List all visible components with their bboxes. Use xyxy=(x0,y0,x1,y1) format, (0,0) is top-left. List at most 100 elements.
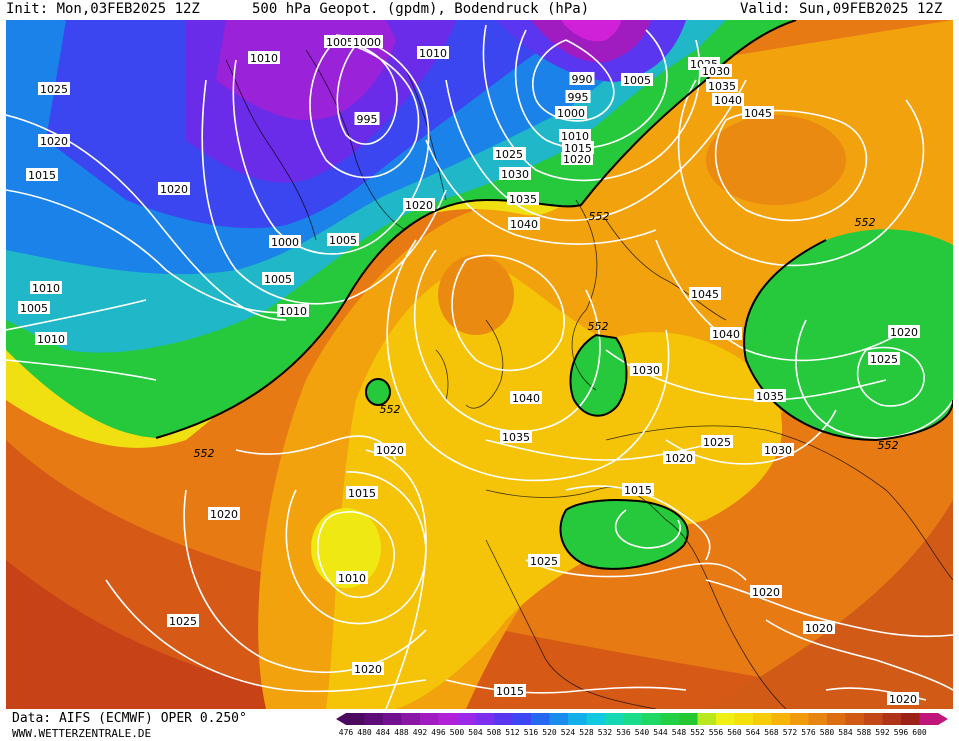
legend-label: 536 xyxy=(616,728,631,737)
isobar-label: 1005 xyxy=(621,73,653,87)
isobar-label: 1030 xyxy=(762,443,794,457)
svg-text:1045: 1045 xyxy=(691,288,719,301)
legend-swatch xyxy=(494,713,513,725)
legend-swatch xyxy=(697,713,716,725)
legend-label: 512 xyxy=(505,728,520,737)
legend-swatch xyxy=(401,713,420,725)
isobar-label: 1005 xyxy=(262,272,294,286)
legend-label: 532 xyxy=(597,728,613,737)
isobar-label: 1005 xyxy=(324,35,356,49)
isobar-label: 1000 xyxy=(555,106,587,120)
isobar-label: 1020 xyxy=(352,662,384,676)
legend-swatch xyxy=(864,713,883,725)
svg-text:1020: 1020 xyxy=(563,153,591,166)
geopotential-label: 552 xyxy=(878,439,899,452)
legend-label: 524 xyxy=(560,728,576,737)
isobar-label: 1025 xyxy=(868,352,900,366)
legend-label: 596 xyxy=(893,728,909,737)
svg-text:995: 995 xyxy=(357,113,378,126)
svg-text:1020: 1020 xyxy=(665,452,693,465)
legend-swatch xyxy=(734,713,753,725)
svg-text:1020: 1020 xyxy=(752,586,780,599)
legend-swatch xyxy=(586,713,605,725)
isobar-label: 1020 xyxy=(38,134,70,148)
svg-text:1030: 1030 xyxy=(501,168,529,181)
legend-swatch xyxy=(642,713,661,725)
isobar-label: 1010 xyxy=(417,46,449,60)
chart-title: 500 hPa Geopot. (gpdm), Bodendruck (hPa) xyxy=(252,1,590,17)
color-legend xyxy=(336,713,948,725)
svg-text:1025: 1025 xyxy=(870,353,898,366)
isobar-label: 1015 xyxy=(26,168,58,182)
isobar-label: 1000 xyxy=(269,235,301,249)
svg-text:1015: 1015 xyxy=(564,142,592,155)
legend-label: 476 xyxy=(338,728,354,737)
legend-swatch xyxy=(438,713,457,725)
legend-label: 500 xyxy=(449,728,465,737)
svg-text:1010: 1010 xyxy=(279,305,307,318)
svg-text:1040: 1040 xyxy=(714,94,742,107)
legend-swatch xyxy=(457,713,476,725)
svg-text:1015: 1015 xyxy=(496,685,524,698)
isobar-label: 1015 xyxy=(494,684,526,698)
geopotential-labels: 552 552 552 552 552 552 xyxy=(194,210,899,460)
geopotential-label: 552 xyxy=(588,320,609,333)
legend-label: 516 xyxy=(523,728,539,737)
svg-text:1020: 1020 xyxy=(376,444,404,457)
legend-label: 504 xyxy=(468,728,483,737)
isobar-label: 1015 xyxy=(562,141,594,155)
legend-label: 520 xyxy=(542,728,557,737)
legend-swatch xyxy=(605,713,624,725)
legend-swatch xyxy=(364,713,383,725)
svg-text:995: 995 xyxy=(568,91,589,104)
legend-swatch xyxy=(531,713,550,725)
isobar-label: 1040 xyxy=(508,217,540,231)
footer-bar: Data: AIFS (ECMWF) OPER 0.250° WWW.WETTE… xyxy=(0,709,959,741)
legend-labels: 476 480 484 488 492 496 500 504 508 512 516 520 524 5… xyxy=(339,728,952,740)
legend-label: 576 xyxy=(801,728,816,737)
svg-text:1025: 1025 xyxy=(530,555,558,568)
geopotential-label: 552 xyxy=(589,210,610,223)
isobar-label: 1030 xyxy=(630,363,662,377)
isobar-label: 1040 xyxy=(712,93,744,107)
isobar-label: 1020 xyxy=(561,152,593,166)
isobar-label: 1000 xyxy=(351,35,383,49)
geopotential-label: 552 xyxy=(380,403,401,416)
legend-swatch xyxy=(790,713,809,725)
land-lines xyxy=(225,49,953,709)
legend-swatch xyxy=(771,713,790,725)
data-source: Data: AIFS (ECMWF) OPER 0.250° xyxy=(12,711,247,726)
svg-text:1015: 1015 xyxy=(348,487,376,500)
isobar-label: 1020 xyxy=(750,585,782,599)
svg-text:1025: 1025 xyxy=(40,83,68,96)
svg-text:990: 990 xyxy=(572,73,593,86)
legend-label: 580 xyxy=(819,728,835,737)
svg-text:1005: 1005 xyxy=(329,234,357,247)
isobar-label: 1005 xyxy=(327,233,359,247)
isobar-label: 1010 xyxy=(559,129,591,143)
legend-label: 588 xyxy=(856,728,872,737)
isobar-label: 1015 xyxy=(622,483,654,497)
legend-swatch xyxy=(845,713,864,725)
geopotential-fill xyxy=(6,20,953,709)
legend-swatch xyxy=(882,713,901,725)
legend-swatch xyxy=(827,713,846,725)
legend-label: 544 xyxy=(653,728,668,737)
legend-label: 492 xyxy=(412,728,428,737)
header-bar: Init: Mon,03FEB2025 12Z 500 hPa Geopot. … xyxy=(0,0,959,20)
legend-swatch xyxy=(420,713,439,725)
legend-label: 548 xyxy=(671,728,687,737)
svg-text:1005: 1005 xyxy=(264,273,292,286)
legend-label: 488 xyxy=(394,728,409,737)
isobar-label: 1030 xyxy=(499,167,531,181)
legend-swatch xyxy=(623,713,642,725)
isobar-label: 1025 xyxy=(38,82,70,96)
svg-text:1005: 1005 xyxy=(20,302,48,315)
svg-text:1020: 1020 xyxy=(405,199,433,212)
svg-text:1020: 1020 xyxy=(210,508,238,521)
isobar-label: 1010 xyxy=(248,51,280,65)
isobar-label: 1025 xyxy=(701,435,733,449)
valid-time: Valid: Sun,09FEB2025 12Z xyxy=(740,1,943,17)
legend-swatch xyxy=(679,713,698,725)
